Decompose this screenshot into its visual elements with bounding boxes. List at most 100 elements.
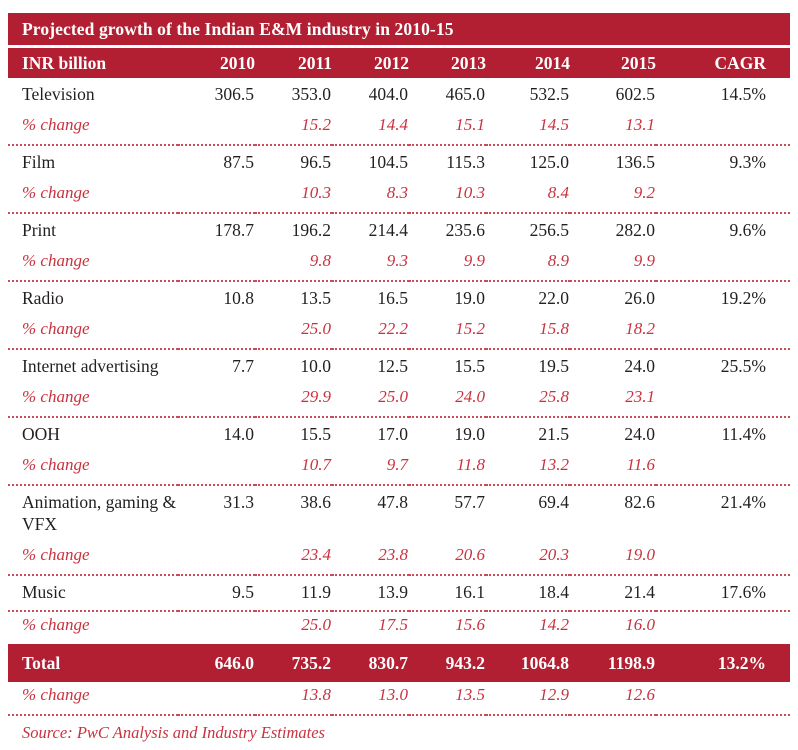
pct-change-cell: 15.8 xyxy=(486,316,570,350)
value-cell: 12.5 xyxy=(377,356,408,376)
value-cell: 19.0 xyxy=(454,424,485,444)
empty-cell xyxy=(178,384,255,418)
pct-change-cell: 22.2 xyxy=(332,316,409,350)
pct-change-row: % change 15.2 14.4 15.1 14.5 13.1 xyxy=(8,112,790,146)
pct-change-cell: 20.3 xyxy=(486,542,570,576)
pct-change-cell: 24.0 xyxy=(409,384,486,418)
value-cell: 11.9 xyxy=(255,575,332,612)
pct-change-cell: 13.2 xyxy=(486,452,570,486)
value-cell: 136.5 xyxy=(615,152,655,172)
pct-change-row: % change 25.0 17.5 15.6 14.2 16.0 xyxy=(8,611,790,644)
category-label: Film xyxy=(22,152,56,172)
pct-change-cell: 9.9 xyxy=(409,248,486,282)
pct-change-row: % change 13.8 13.0 13.5 12.9 12.6 xyxy=(8,682,790,716)
pct-change-cell: 8.9 xyxy=(486,248,570,282)
category-label: Animation, gaming & VFX xyxy=(22,492,177,534)
value-cell: 10.0 xyxy=(300,356,331,376)
category-row: OOH 14.0 15.5 17.0 19.0 21.5 24.0 11.4% xyxy=(8,417,790,452)
pct-change-cell: 23.8 xyxy=(332,542,409,576)
empty-cell xyxy=(178,452,255,486)
pct-change-cell: 23.1 xyxy=(570,384,656,418)
value-cell: 178.7 xyxy=(214,220,254,240)
pct-change-cell: 10.3 xyxy=(409,180,486,214)
pct-change-cell: 8.4 xyxy=(486,180,570,214)
value-cell: 353.0 xyxy=(291,84,331,104)
cagr-cell: 25.5% xyxy=(720,356,766,376)
pct-change-label: % change xyxy=(8,316,178,350)
value-cell: 69.4 xyxy=(538,492,569,512)
pct-change-cell: 12.6 xyxy=(570,682,656,716)
value-cell: 7.7 xyxy=(232,356,254,376)
table-footer: Source: PwC Analysis and Industry Estima… xyxy=(8,723,790,743)
pct-change-row: % change 25.0 22.2 15.2 15.8 18.2 xyxy=(8,316,790,350)
value-cell: 646.0 xyxy=(178,644,255,682)
category-label: Radio xyxy=(22,288,64,308)
category-row: Internet advertising 7.7 10.0 12.5 15.5 19.5 2… xyxy=(8,349,790,384)
category-label: Television xyxy=(22,84,95,104)
pct-change-cell: 17.5 xyxy=(378,615,408,634)
value-cell: 87.5 xyxy=(223,152,254,172)
pct-change-cell: 11.8 xyxy=(409,452,486,486)
value-cell: 16.5 xyxy=(377,288,408,308)
value-cell: 1064.8 xyxy=(486,644,570,682)
pct-change-cell: 25.0 xyxy=(301,615,331,634)
pct-change-label: % change xyxy=(8,248,178,282)
growth-table: INR billion 2010 2011 2012 2013 2014 201… xyxy=(8,48,790,716)
value-cell: 17.0 xyxy=(377,424,408,444)
pct-change-cell: 9.2 xyxy=(570,180,656,214)
pct-change-row: % change 23.4 23.8 20.6 20.3 19.0 xyxy=(8,542,790,576)
pct-change-cell: 10.3 xyxy=(255,180,332,214)
value-cell: 24.0 xyxy=(624,356,655,376)
empty-cell xyxy=(178,248,255,282)
value-cell: 38.6 xyxy=(300,492,331,512)
pct-change-cell: 25.0 xyxy=(332,384,409,418)
value-cell: 19.0 xyxy=(454,288,485,308)
value-cell: 16.1 xyxy=(409,575,486,612)
value-cell: 306.5 xyxy=(214,84,254,104)
value-cell: 13.9 xyxy=(332,575,409,612)
value-cell: 14.0 xyxy=(223,424,254,444)
empty-cell xyxy=(178,180,255,214)
pct-change-cell: 12.9 xyxy=(486,682,570,716)
pct-change-label: % change xyxy=(8,112,178,146)
table-title-bar: Projected growth of the Indian E&M indus… xyxy=(8,13,790,45)
pct-change-cell: 13.1 xyxy=(570,112,656,146)
category-label: Music xyxy=(8,575,178,612)
category-label: Total xyxy=(8,644,178,682)
value-cell: 96.5 xyxy=(300,152,331,172)
table-body: Television 306.5 353.0 404.0 465.0 532.5 602.5… xyxy=(8,78,790,716)
category-row: Radio 10.8 13.5 16.5 19.0 22.0 26.0 19.2% xyxy=(8,281,790,316)
empty-cell xyxy=(178,112,255,146)
value-cell: 10.8 xyxy=(223,288,254,308)
cagr-cell: 9.6% xyxy=(729,220,766,240)
col-header-2012: 2012 xyxy=(332,48,409,78)
col-header-2010: 2010 xyxy=(178,48,255,78)
pct-change-cell: 14.5 xyxy=(486,112,570,146)
category-row: Print 178.7 196.2 214.4 235.6 256.5 282.0 9.6% xyxy=(8,213,790,248)
value-cell: 104.5 xyxy=(368,152,408,172)
category-row: Animation, gaming & VFX 31.3 38.6 47.8 57.7 6… xyxy=(8,485,790,542)
pct-change-row: % change 29.9 25.0 24.0 25.8 23.1 xyxy=(8,384,790,418)
cagr-cell: 9.3% xyxy=(729,152,766,172)
pct-change-cell: 13.8 xyxy=(255,682,332,716)
empty-cell xyxy=(656,384,790,418)
value-cell: 404.0 xyxy=(368,84,408,104)
empty-cell xyxy=(178,611,255,644)
pct-change-row: % change 10.3 8.3 10.3 8.4 9.2 xyxy=(8,180,790,214)
pct-change-label: % change xyxy=(8,384,178,418)
pct-change-cell: 15.1 xyxy=(409,112,486,146)
cagr-cell: 21.4% xyxy=(720,492,766,512)
value-cell: 22.0 xyxy=(538,288,569,308)
cagr-cell: 13.2% xyxy=(656,644,790,682)
pct-change-cell: 9.9 xyxy=(570,248,656,282)
value-cell: 21.5 xyxy=(538,424,569,444)
header-row: INR billion 2010 2011 2012 2013 2014 201… xyxy=(8,48,790,78)
value-cell: 18.4 xyxy=(486,575,570,612)
category-row: Film 87.5 96.5 104.5 115.3 125.0 136.5 9.3% xyxy=(8,145,790,180)
value-cell: 235.6 xyxy=(445,220,485,240)
pct-change-cell: 25.8 xyxy=(486,384,570,418)
value-cell: 602.5 xyxy=(615,84,655,104)
value-cell: 465.0 xyxy=(445,84,485,104)
value-cell: 24.0 xyxy=(624,424,655,444)
pct-change-row: % change 10.7 9.7 11.8 13.2 11.6 xyxy=(8,452,790,486)
